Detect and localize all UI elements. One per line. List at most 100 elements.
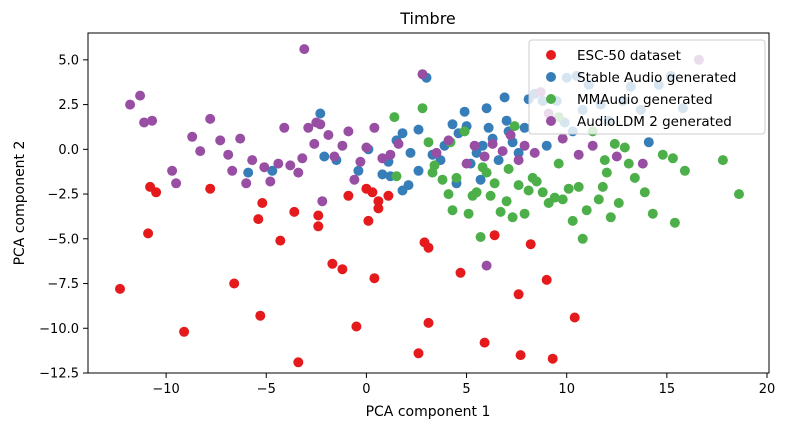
y-tick-label: −12.5 xyxy=(39,367,79,382)
data-point xyxy=(151,187,162,198)
legend: ESC-50 dataset Stable Audio generated MMAu… xyxy=(528,39,766,135)
data-point xyxy=(495,206,506,217)
data-point xyxy=(643,137,654,148)
data-point xyxy=(605,212,616,223)
data-point xyxy=(279,122,290,133)
x-tick-label: 20 xyxy=(759,382,776,397)
data-point xyxy=(115,283,125,294)
data-point xyxy=(505,130,516,140)
data-point xyxy=(397,128,408,139)
data-point xyxy=(469,140,480,151)
data-point xyxy=(447,119,458,130)
data-point xyxy=(487,138,498,149)
data-point xyxy=(553,158,564,169)
legend-marker xyxy=(546,50,556,60)
data-point xyxy=(447,205,458,216)
data-point xyxy=(373,196,384,207)
data-point xyxy=(327,258,338,269)
data-point xyxy=(669,217,680,228)
data-point xyxy=(493,155,504,166)
data-point xyxy=(413,165,424,176)
data-point xyxy=(557,133,568,144)
data-point xyxy=(623,158,634,169)
data-point xyxy=(413,124,424,135)
data-point xyxy=(351,321,362,332)
data-point xyxy=(463,208,474,219)
data-point xyxy=(267,165,278,176)
data-point xyxy=(289,206,300,217)
data-point xyxy=(143,228,154,239)
series-2-points xyxy=(389,103,744,244)
data-point xyxy=(377,169,388,180)
x-tick-label: −5 xyxy=(257,382,276,397)
data-point xyxy=(405,147,416,158)
data-point xyxy=(355,156,366,167)
data-point xyxy=(563,183,574,194)
legend-label: MMAudio generated xyxy=(577,92,713,108)
data-point xyxy=(423,317,434,328)
data-point xyxy=(513,180,524,191)
series-3-points xyxy=(125,44,704,271)
data-point xyxy=(557,194,568,205)
y-tick-label: −7.5 xyxy=(47,277,79,292)
data-point xyxy=(481,260,492,271)
data-point xyxy=(229,278,240,289)
data-point xyxy=(619,142,630,153)
y-tick-label: −2.5 xyxy=(47,188,79,203)
data-point xyxy=(541,274,552,285)
data-point xyxy=(529,147,540,158)
data-point xyxy=(299,44,310,55)
data-point xyxy=(717,155,728,166)
data-point xyxy=(431,147,442,158)
data-point xyxy=(479,337,490,348)
data-point xyxy=(205,183,216,194)
data-point xyxy=(503,164,514,174)
data-point xyxy=(205,113,216,124)
data-point xyxy=(471,187,482,198)
data-point xyxy=(499,92,510,103)
data-point xyxy=(519,208,530,219)
data-point xyxy=(443,135,454,146)
data-point xyxy=(479,151,490,162)
y-tick-label: 2.5 xyxy=(58,98,79,113)
data-point xyxy=(311,117,322,128)
data-point xyxy=(353,165,364,176)
data-point xyxy=(501,196,512,207)
data-point xyxy=(363,215,374,226)
data-point xyxy=(179,326,190,337)
data-point xyxy=(337,264,348,275)
data-point xyxy=(501,115,512,126)
data-point xyxy=(423,242,434,253)
data-point xyxy=(303,122,314,133)
data-point xyxy=(637,158,648,169)
data-point xyxy=(577,233,588,244)
x-tick-label: 5 xyxy=(462,382,470,397)
data-point xyxy=(429,160,440,171)
data-point xyxy=(403,180,414,191)
data-point xyxy=(293,167,304,178)
data-point xyxy=(629,172,640,183)
data-point xyxy=(343,190,354,201)
data-point xyxy=(389,112,400,123)
data-point xyxy=(241,178,252,189)
data-point xyxy=(587,140,598,151)
data-point xyxy=(293,357,304,368)
y-tick-label: −10.0 xyxy=(39,322,79,337)
data-point xyxy=(475,232,486,242)
x-axis-ticks: −10 −5 0 5 10 15 20 xyxy=(152,373,775,397)
data-point xyxy=(369,273,380,284)
data-point xyxy=(329,151,340,162)
data-point xyxy=(135,90,146,101)
data-point xyxy=(549,192,560,203)
legend-marker xyxy=(546,94,556,104)
data-point xyxy=(477,140,488,151)
data-point xyxy=(377,153,388,164)
data-point xyxy=(475,174,486,185)
data-point xyxy=(459,106,470,117)
data-point xyxy=(679,165,690,176)
data-point xyxy=(275,235,286,246)
data-point xyxy=(171,178,182,189)
data-point xyxy=(609,138,620,149)
data-point xyxy=(253,214,264,225)
